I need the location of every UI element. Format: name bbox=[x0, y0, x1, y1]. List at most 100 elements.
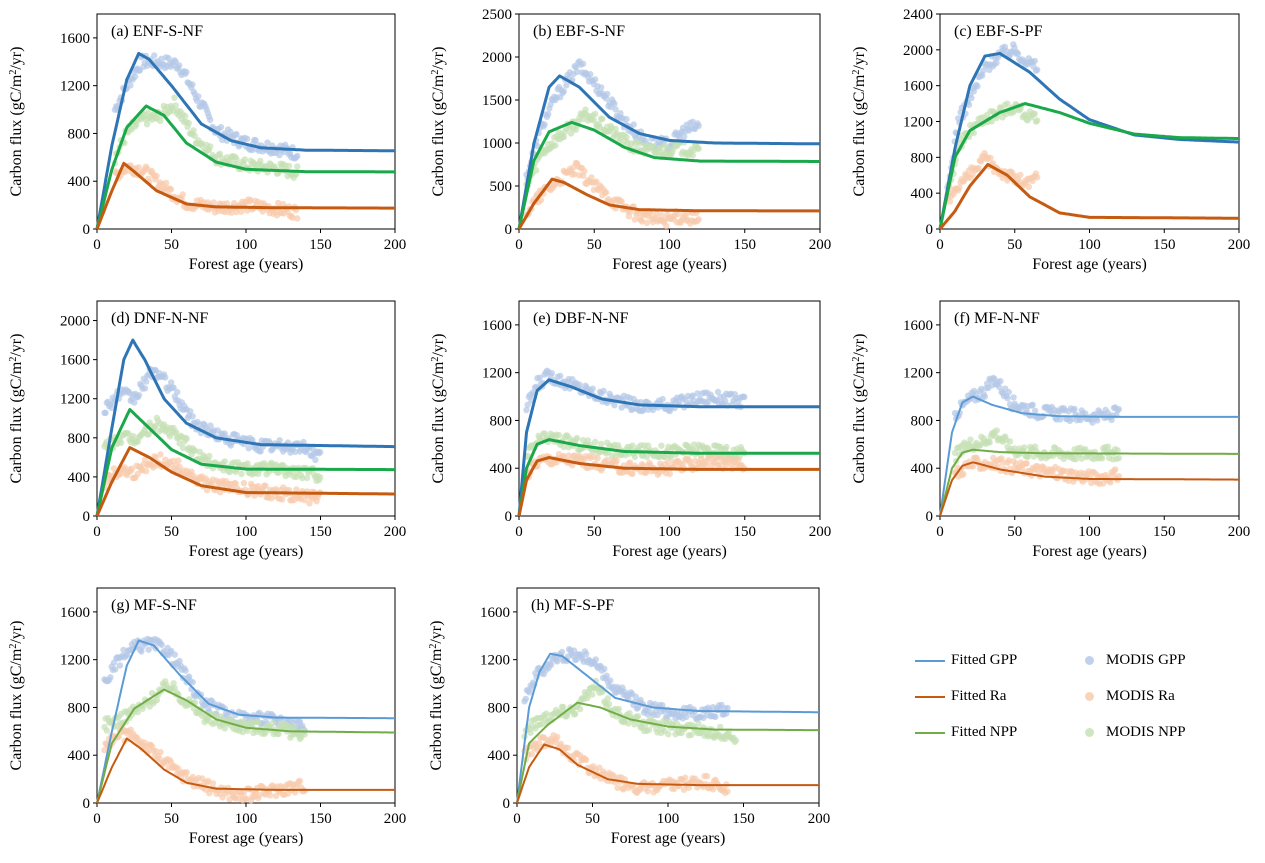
obs-point-npp bbox=[172, 102, 179, 109]
obs-point-npp bbox=[171, 685, 178, 692]
y-tick-label: 0 bbox=[926, 222, 934, 238]
y-tick-label: 400 bbox=[488, 748, 511, 764]
obs-point-ra bbox=[588, 174, 595, 181]
obs-point-gpp bbox=[1014, 50, 1022, 57]
obs-point-ra bbox=[637, 786, 644, 793]
obs-point-gpp bbox=[548, 369, 555, 377]
panel-title: (e) DBF-N-NF bbox=[533, 310, 629, 327]
y-tick-label: 800 bbox=[68, 126, 91, 142]
legend-fitted-gpp-label: Fitted GPP bbox=[951, 652, 1018, 668]
obs-point-gpp bbox=[127, 82, 134, 89]
obs-point-ra bbox=[620, 786, 627, 793]
obs-point-npp bbox=[582, 106, 589, 113]
x-tick-label: 200 bbox=[1228, 524, 1251, 540]
obs-point-npp bbox=[286, 723, 293, 730]
obs-point-npp bbox=[176, 440, 183, 447]
y-tick-label: 2000 bbox=[482, 50, 512, 66]
obs-point-gpp bbox=[120, 646, 127, 654]
obs-point-ra bbox=[179, 191, 186, 198]
obs-point-gpp bbox=[244, 135, 251, 143]
obs-point-ra bbox=[956, 184, 963, 191]
obs-point-npp bbox=[986, 439, 993, 446]
obs-point-gpp bbox=[189, 413, 196, 420]
obs-point-gpp bbox=[131, 73, 139, 80]
obs-point-gpp bbox=[264, 139, 271, 146]
obs-point-gpp bbox=[1031, 407, 1039, 414]
obs-point-npp bbox=[290, 723, 298, 731]
obs-point-ra bbox=[723, 461, 730, 468]
obs-point-gpp bbox=[547, 661, 555, 668]
obs-point-npp bbox=[723, 443, 730, 451]
obs-point-npp bbox=[1078, 455, 1085, 462]
obs-point-npp bbox=[643, 453, 651, 461]
obs-point-ra bbox=[152, 747, 159, 755]
y-tick-label: 500 bbox=[490, 179, 513, 195]
fitted-line-ra bbox=[938, 163, 1240, 230]
y-tick-label: 400 bbox=[68, 748, 91, 764]
y-tick-label: 0 bbox=[83, 796, 91, 812]
fitted-line-npp bbox=[516, 701, 819, 804]
obs-point-gpp bbox=[1057, 416, 1064, 423]
obs-point-ra bbox=[666, 470, 673, 478]
x-tick-label: 0 bbox=[93, 237, 101, 253]
obs-point-gpp bbox=[558, 648, 566, 656]
x-tick-label: 150 bbox=[734, 237, 757, 253]
x-tick-label: 200 bbox=[384, 237, 407, 253]
obs-point-npp bbox=[634, 713, 642, 720]
y-axis-label: Carbon flux (gC/m2/yr) bbox=[430, 47, 448, 197]
obs-point-gpp bbox=[623, 115, 630, 123]
obs-point-gpp bbox=[1029, 401, 1036, 408]
obs-point-ra bbox=[643, 219, 651, 227]
y-tick-label: 400 bbox=[68, 174, 91, 190]
x-tick-label: 50 bbox=[164, 811, 179, 827]
obs-point-gpp bbox=[141, 385, 149, 392]
obs-point-ra bbox=[205, 777, 212, 784]
obs-point-gpp bbox=[182, 667, 189, 674]
chart-panel-6: 0 400 800 1200 1600 0 50 100 150 200 Forest age (y… bbox=[851, 300, 1251, 560]
fitted-line-npp bbox=[96, 688, 395, 804]
obs-point-gpp bbox=[221, 430, 228, 437]
y-tick-label: 0 bbox=[926, 509, 934, 525]
legend-dot-ra bbox=[1085, 692, 1094, 701]
fitted-line-gpp bbox=[938, 51, 1240, 230]
obs-point-ra bbox=[665, 458, 672, 466]
obs-point-npp bbox=[238, 470, 245, 478]
obs-point-ra bbox=[987, 154, 994, 162]
obs-point-npp bbox=[255, 718, 262, 726]
obs-point-npp bbox=[239, 728, 246, 736]
obs-point-ra bbox=[638, 218, 646, 225]
legend-modis-gpp-label: MODIS GPP bbox=[1106, 652, 1186, 668]
obs-point-npp bbox=[689, 152, 696, 159]
obs-point-ra bbox=[626, 459, 634, 466]
obs-point-npp bbox=[117, 439, 125, 447]
x-tick-label: 50 bbox=[164, 237, 179, 253]
y-tick-label: 1500 bbox=[482, 93, 512, 109]
obs-point-ra bbox=[135, 164, 142, 171]
obs-point-ra bbox=[663, 222, 670, 230]
obs-point-gpp bbox=[143, 378, 150, 385]
obs-point-ra bbox=[735, 457, 742, 464]
y-tick-label: 1600 bbox=[60, 31, 90, 47]
obs-point-ra bbox=[157, 748, 164, 756]
obs-point-gpp bbox=[536, 374, 543, 381]
plot-frame bbox=[516, 587, 820, 804]
obs-point-gpp bbox=[534, 142, 541, 150]
obs-point-gpp bbox=[611, 402, 618, 409]
obs-point-gpp bbox=[300, 438, 307, 446]
legend-fitted-ra: Fitted Ra bbox=[915, 688, 1006, 705]
obs-point-gpp bbox=[187, 408, 194, 415]
panel-title: (c) EBF-S-PF bbox=[954, 23, 1043, 40]
obs-point-npp bbox=[649, 143, 657, 150]
obs-point-gpp bbox=[573, 68, 581, 76]
obs-point-gpp bbox=[174, 388, 181, 396]
obs-point-ra bbox=[306, 500, 313, 507]
obs-point-gpp bbox=[617, 110, 624, 117]
obs-point-gpp bbox=[1094, 417, 1101, 424]
obs-point-ra bbox=[232, 480, 239, 487]
legend-fitted-npp: Fitted NPP bbox=[915, 724, 1017, 741]
obs-point-ra bbox=[157, 451, 164, 458]
obs-point-gpp bbox=[207, 116, 214, 124]
obs-point-gpp bbox=[695, 122, 702, 129]
chart-panel-7: 0 400 800 1200 1600 0 50 100 150 200 Forest age (y… bbox=[8, 587, 406, 847]
y-tick-label: 1200 bbox=[60, 79, 90, 95]
